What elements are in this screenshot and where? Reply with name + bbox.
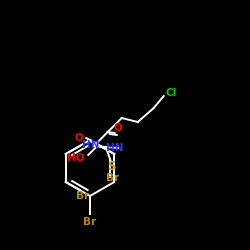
Text: O: O	[74, 133, 83, 143]
Text: Br: Br	[106, 173, 119, 183]
Text: Br: Br	[76, 191, 89, 201]
Text: Br: Br	[84, 217, 96, 227]
Text: Cl: Cl	[166, 88, 177, 98]
Text: HN: HN	[82, 140, 99, 150]
Text: HO: HO	[67, 153, 84, 163]
Text: S: S	[108, 160, 116, 172]
Text: HN: HN	[106, 143, 124, 153]
Text: O: O	[114, 123, 122, 133]
